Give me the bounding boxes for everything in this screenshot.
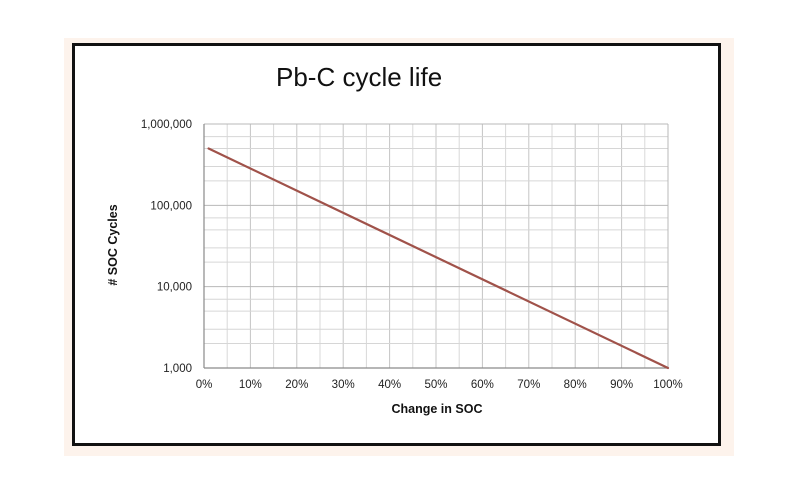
axis-layer: 0% 10% 20% 30% 40% 50% 60% 70% 80% 90% 100% 1,000 10… bbox=[141, 119, 683, 391]
x-tick-label: 20% bbox=[285, 379, 308, 391]
chart-title: Pb-C cycle life bbox=[276, 62, 443, 92]
series-layer bbox=[207, 147, 670, 370]
x-tick-label: 100% bbox=[653, 379, 682, 391]
y-tick-label: 1,000 bbox=[163, 363, 192, 375]
x-tick-label: 70% bbox=[517, 379, 540, 391]
x-tick-label: 50% bbox=[424, 379, 447, 391]
x-tick-label: 60% bbox=[471, 379, 494, 391]
grid-layer bbox=[203, 123, 669, 369]
x-tick-label: 40% bbox=[378, 379, 401, 391]
y-tick-label: 100,000 bbox=[150, 200, 192, 212]
x-tick-label: 90% bbox=[610, 379, 633, 391]
series-line-pb-c bbox=[207, 147, 670, 370]
chart-frame bbox=[72, 43, 721, 446]
x-tick-label: 0% bbox=[196, 379, 213, 391]
y-tick-label: 10,000 bbox=[157, 282, 192, 294]
x-axis-label: Change in SOC bbox=[392, 402, 483, 416]
label-layer: Change in SOC # SOC Cycles bbox=[106, 204, 482, 416]
x-tick-label: 80% bbox=[564, 379, 587, 391]
x-tick-label: 30% bbox=[332, 379, 355, 391]
y-axis-label: # SOC Cycles bbox=[106, 204, 120, 285]
y-tick-label: 1,000,000 bbox=[141, 119, 192, 131]
x-tick-label: 10% bbox=[239, 379, 262, 391]
